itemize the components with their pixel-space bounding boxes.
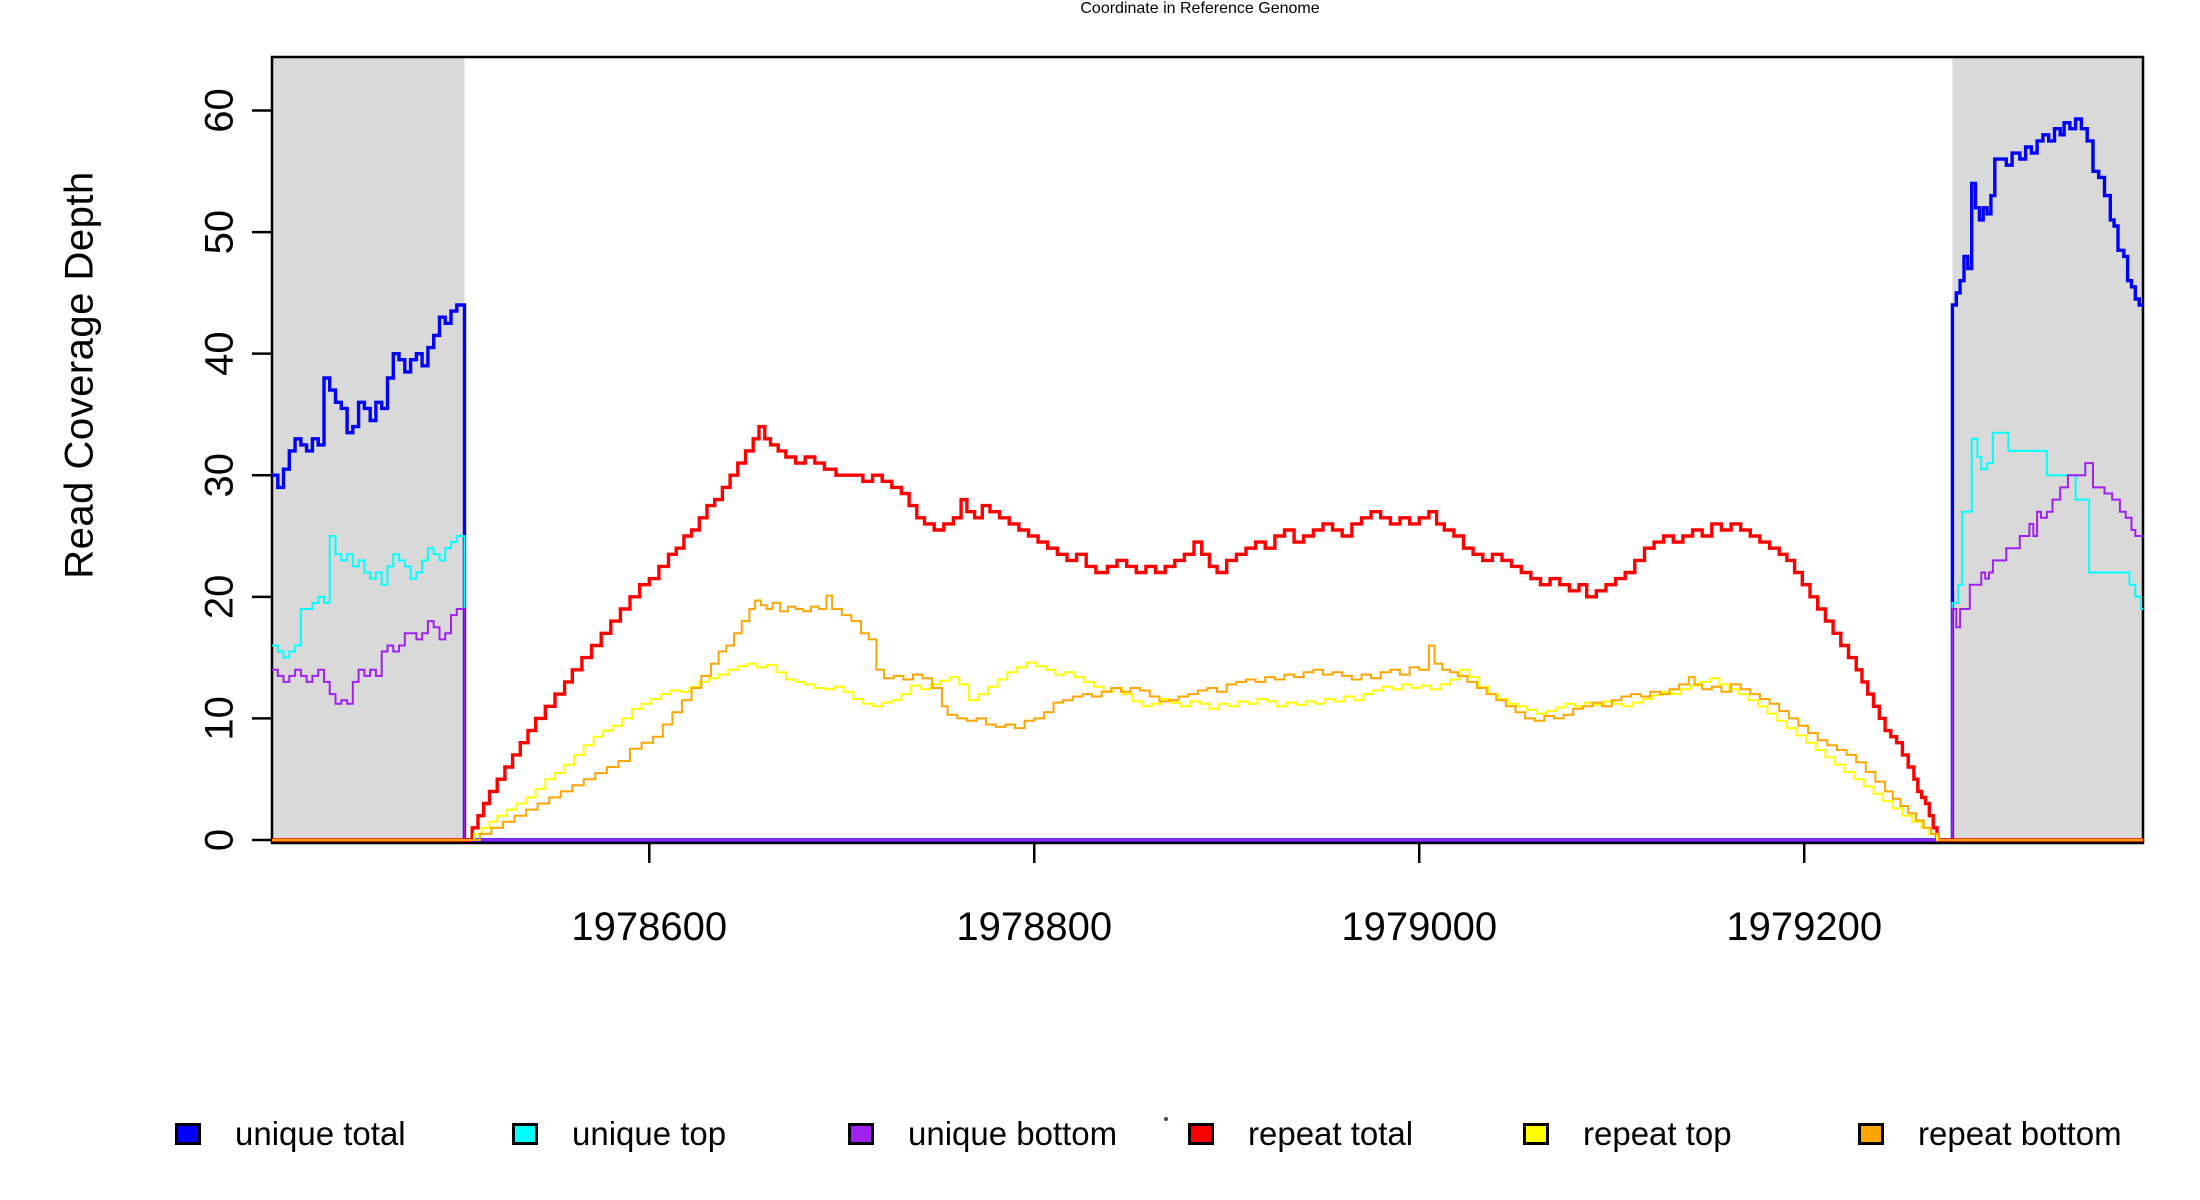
legend-item-unique-top: unique top xyxy=(512,1112,726,1156)
x-axis-title: Coordinate in Reference Genome xyxy=(1080,0,1320,17)
legend-label: unique total xyxy=(235,1115,406,1152)
y-tick-label: 40 xyxy=(198,331,242,376)
legend-label: unique top xyxy=(572,1115,727,1152)
y-tick-label: 60 xyxy=(198,88,242,132)
legend-key-repeat-bottom xyxy=(1858,1123,1884,1145)
legend-label: repeat bottom xyxy=(1918,1115,2122,1152)
y-tick-label: 10 xyxy=(198,696,242,741)
x-axis-title-row: Coordinate in Reference Genome xyxy=(0,0,2200,18)
legend-key-unique-top xyxy=(512,1123,538,1145)
plot-box xyxy=(270,55,2145,845)
shaded-region-0 xyxy=(272,57,465,843)
y-tick-label: 20 xyxy=(198,575,242,620)
x-tick-label: 1979200 xyxy=(1726,905,1882,949)
stray-dot-artifact xyxy=(1164,1117,1168,1121)
legend-item-repeat-total: repeat total xyxy=(1188,1112,1413,1156)
legend-key-repeat-top xyxy=(1523,1123,1549,1145)
legend-label: repeat top xyxy=(1583,1115,1732,1152)
x-tick-label: 1978800 xyxy=(956,905,1112,949)
chart-legend: unique total unique top unique bottom repea… xyxy=(0,1112,2200,1162)
series-line-repeat-bottom xyxy=(272,594,2143,841)
series-line-repeat-total xyxy=(272,424,2143,842)
legend-key-repeat-total xyxy=(1188,1123,1214,1145)
y-axis-title-wrap: Read Coverage Depth xyxy=(30,0,130,750)
legend-key-unique-bottom xyxy=(848,1123,874,1145)
y-axis-title: Read Coverage Depth xyxy=(57,171,102,579)
legend-label: unique bottom xyxy=(908,1115,1118,1152)
y-tick-label: 0 xyxy=(198,829,242,851)
series-line-unique-bottom xyxy=(272,462,2143,841)
legend-item-unique-bottom: unique bottom xyxy=(848,1112,1117,1156)
x-tick-label: 1979000 xyxy=(1341,905,1497,949)
legend-item-repeat-bottom: repeat bottom xyxy=(1858,1112,2122,1156)
y-tick-label: 50 xyxy=(198,210,242,255)
legend-key-unique-total xyxy=(175,1123,201,1145)
y-tick-label: 30 xyxy=(198,453,242,498)
legend-label: repeat total xyxy=(1248,1115,1414,1152)
legend-item-repeat-top: repeat top xyxy=(1523,1112,1732,1156)
series-line-unique-top xyxy=(272,431,2143,841)
x-tick-label: 1978600 xyxy=(571,905,727,949)
legend-item-unique-total: unique total xyxy=(175,1112,406,1156)
series-line-unique-total xyxy=(272,117,2143,842)
